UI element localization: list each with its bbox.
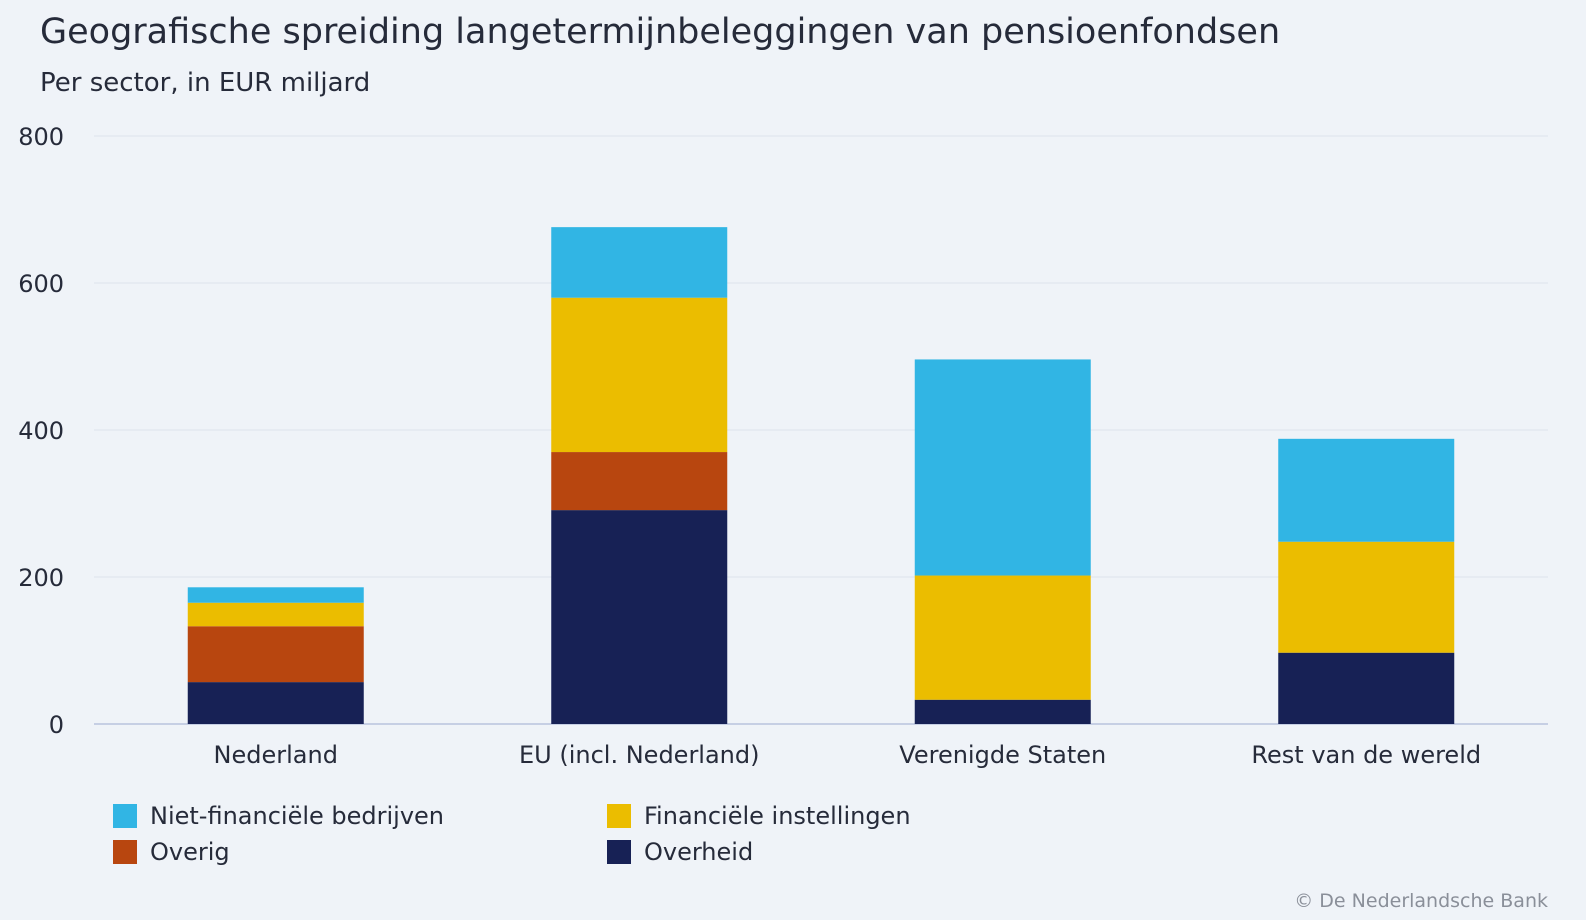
legend-swatch [113, 840, 137, 864]
legend-item-overig[interactable]: Overig [113, 838, 607, 866]
legend-swatch [607, 804, 631, 828]
y-tick-label: 400 [18, 417, 64, 445]
y-tick-label: 600 [18, 270, 64, 298]
bar-segment-financi-le-instellingen[interactable] [1278, 541, 1455, 653]
x-tick-label: Rest van de wereld [1251, 741, 1481, 769]
x-tick-label: EU (incl. Nederland) [519, 741, 760, 769]
x-tick-label: Verenigde Staten [899, 741, 1106, 769]
legend-swatch [607, 840, 631, 864]
bar-segment-overig[interactable] [187, 626, 364, 683]
source-credit: © De Nederlandsche Bank [1294, 890, 1548, 912]
y-tick-label: 0 [49, 711, 64, 739]
legend-item-niet-financiele-bedrijven[interactable]: Niet-financiële bedrijven [113, 802, 607, 830]
bar-segment-niet-financi-le-bedrijven[interactable] [1278, 438, 1455, 542]
bar-segment-financi-le-instellingen[interactable] [914, 575, 1091, 700]
bar-segment-niet-financi-le-bedrijven[interactable] [187, 587, 364, 603]
bar-segment-financi-le-instellingen[interactable] [187, 602, 364, 627]
chart-subtitle: Per sector, in EUR miljard [40, 68, 371, 98]
legend-label: Niet-financiële bedrijven [150, 802, 445, 830]
bar-segment-niet-financi-le-bedrijven[interactable] [914, 359, 1091, 576]
bars [187, 227, 1455, 724]
legend-item-financiele-instellingen[interactable]: Financiële instellingen [607, 802, 1007, 830]
legend-label: Overheid [644, 838, 754, 866]
legend-swatch [113, 804, 137, 828]
y-axis-ticks: 0 200 400 600 800 [18, 123, 64, 739]
legend-label: Overig [150, 838, 230, 866]
legend-item-overheid[interactable]: Overheid [607, 838, 1007, 866]
legend-label: Financiële instellingen [644, 802, 911, 830]
bar-segment-overig[interactable] [551, 452, 728, 511]
bar-segment-overheid[interactable] [914, 699, 1091, 724]
bar-segment-niet-financi-le-bedrijven[interactable] [551, 227, 728, 298]
x-tick-label: Nederland [214, 741, 338, 769]
bar-segment-overheid[interactable] [551, 510, 728, 724]
chart-title: Geografische spreiding langetermijnbeleg… [40, 12, 1281, 52]
bar-segment-financi-le-instellingen[interactable] [551, 297, 728, 453]
bar-segment-overheid[interactable] [1278, 652, 1455, 724]
legend: Niet-financiële bedrijven Financiële ins… [113, 802, 1013, 866]
x-axis-ticks: Nederland EU (incl. Nederland) Verenigde S… [214, 741, 1482, 769]
y-tick-label: 800 [18, 123, 64, 151]
bar-segment-overheid[interactable] [187, 682, 364, 724]
y-tick-label: 200 [18, 564, 64, 592]
